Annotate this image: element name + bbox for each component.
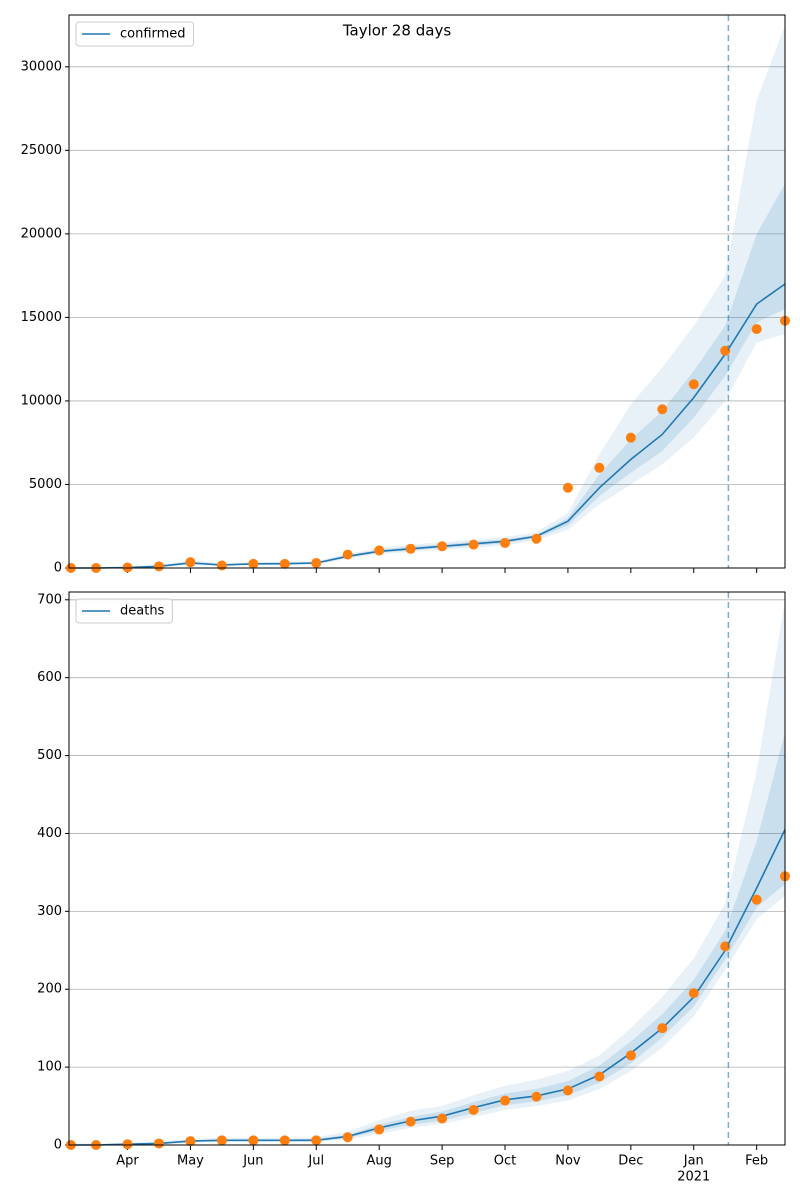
observed-point xyxy=(562,1085,573,1096)
observed-point xyxy=(153,561,164,572)
y-tick-label: 300 xyxy=(37,904,62,919)
model-line xyxy=(70,829,786,1146)
observed-point xyxy=(437,1113,448,1124)
observed-point xyxy=(468,1104,479,1115)
y-tick-label: 25000 xyxy=(21,143,62,158)
observed-point xyxy=(625,432,636,443)
y-tick-label: 30000 xyxy=(21,59,62,74)
x-tick-label: May xyxy=(177,1154,204,1169)
x-tick-label: Jul xyxy=(307,1154,324,1169)
y-tick-label: 600 xyxy=(37,670,62,685)
x-tick-label: Feb xyxy=(745,1154,768,1169)
x-tick-label: Sep xyxy=(430,1154,455,1169)
axes-frame xyxy=(68,591,786,1146)
x-tick-label: Jan xyxy=(683,1154,704,1169)
observed-point xyxy=(688,379,699,390)
x-tick-label: Oct xyxy=(494,1154,516,1169)
observed-point xyxy=(500,537,511,548)
legend-box xyxy=(75,21,195,47)
observed-point xyxy=(468,539,479,550)
observed-point xyxy=(657,404,668,415)
y-tick-label: 200 xyxy=(37,982,62,997)
band xyxy=(70,599,786,1145)
y-tick-label: 15000 xyxy=(21,310,62,325)
observed-point xyxy=(342,549,353,560)
observed-point xyxy=(531,533,542,544)
x-sublabel: 2021 xyxy=(677,1170,710,1185)
observed-point xyxy=(594,462,605,473)
x-tick-label: Nov xyxy=(555,1154,581,1169)
band xyxy=(70,183,786,569)
observed-point xyxy=(311,557,322,568)
observed-point xyxy=(216,1135,227,1146)
observed-point xyxy=(185,1136,196,1147)
observed-point xyxy=(688,988,699,999)
x-tick-label: Aug xyxy=(366,1154,391,1169)
observed-point xyxy=(342,1132,353,1143)
observed-point xyxy=(531,1091,542,1102)
observed-point xyxy=(500,1095,511,1106)
observed-point xyxy=(122,562,133,573)
observed-point xyxy=(594,1071,605,1082)
legend-label: confirmed xyxy=(120,27,186,42)
legend-label: deaths xyxy=(120,604,165,619)
observed-point xyxy=(185,557,196,568)
y-tick-label: 700 xyxy=(37,592,62,607)
chart-title: Taylor 28 days xyxy=(342,22,451,40)
observed-point xyxy=(374,1124,385,1135)
y-tick-label: 20000 xyxy=(21,226,62,241)
model-line xyxy=(70,283,786,569)
observed-point xyxy=(751,324,762,335)
observed-point xyxy=(625,1050,636,1061)
observed-point xyxy=(122,1139,133,1150)
observed-point xyxy=(248,558,259,569)
legend-box xyxy=(75,598,173,624)
observed-point xyxy=(405,543,416,554)
observed-point xyxy=(279,1135,290,1146)
observed-point xyxy=(311,1135,322,1146)
observed-point xyxy=(405,1116,416,1127)
band xyxy=(70,25,786,568)
x-tick-label: Jun xyxy=(242,1154,263,1169)
observed-point xyxy=(153,1138,164,1149)
observed-point xyxy=(562,482,573,493)
y-tick-label: 5000 xyxy=(29,477,62,492)
y-tick-label: 100 xyxy=(37,1060,62,1075)
y-tick-label: 0 xyxy=(54,561,62,576)
axes-frame xyxy=(68,14,786,569)
observed-point xyxy=(374,545,385,556)
band xyxy=(70,732,786,1145)
observed-point xyxy=(751,894,762,905)
observed-point xyxy=(657,1023,668,1034)
observed-point xyxy=(437,541,448,552)
x-tick-label: Apr xyxy=(116,1154,139,1169)
y-tick-label: 10000 xyxy=(21,393,62,408)
observed-point xyxy=(248,1135,259,1146)
x-tick-label: Dec xyxy=(618,1154,643,1169)
observed-point xyxy=(216,560,227,571)
y-tick-label: 500 xyxy=(37,748,62,763)
y-tick-label: 0 xyxy=(54,1138,62,1153)
observed-point xyxy=(279,558,290,569)
y-tick-label: 400 xyxy=(37,826,62,841)
